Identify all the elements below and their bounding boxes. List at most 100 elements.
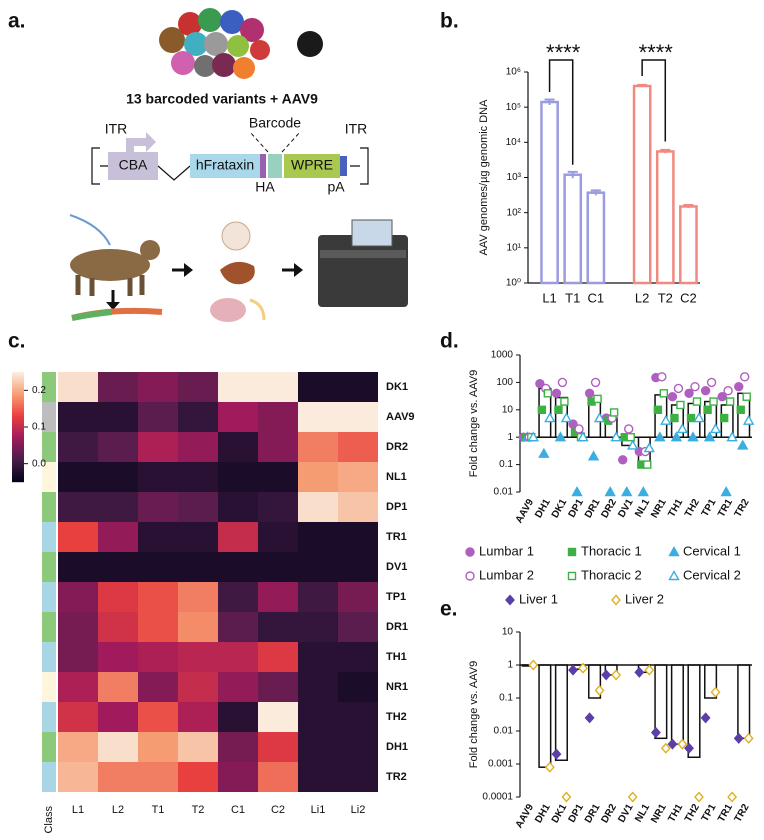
column-label: L2 [112,804,124,816]
x-tick-label: L1 [542,290,556,305]
heat-cell [298,702,338,732]
heat-cell [138,672,178,702]
column-label: T1 [152,804,165,816]
point [557,377,568,388]
heat-cell [338,582,378,612]
heat-cell [258,732,298,762]
x-tick-label: DK1 [550,497,570,520]
heat-cell [338,702,378,732]
x-tick-label: DR2 [599,497,619,520]
heat-cell [178,612,218,642]
heat-cell [138,702,178,732]
x-tick-label: TR2 [733,497,752,519]
error-bar [660,148,671,154]
colorbar-step [12,426,24,429]
colorbar-step [12,390,24,393]
heat-cell [58,432,98,462]
colorbar-step [12,418,24,421]
point [700,385,711,396]
point [551,388,562,399]
point [554,405,563,414]
legend-label: Liver 2 [625,591,664,606]
heat-cell [138,642,178,672]
colorbar-step [12,408,24,411]
point [568,664,578,676]
point [727,791,738,803]
point [670,413,679,423]
heat-cell [258,552,298,582]
heat-cell [178,732,218,762]
heat-cell [98,612,138,642]
error-bar [567,170,578,179]
colorbar-step [12,406,24,409]
heat-cell [258,492,298,522]
x-tick-label: NR1 [649,497,669,520]
heat-cell [298,522,338,552]
heat-cell [178,372,218,402]
point [743,732,754,744]
y-tick-label: 1 [507,660,513,671]
heat-cell [58,372,98,402]
heat-cell [298,552,338,582]
heat-cell [338,402,378,432]
point [561,791,572,803]
heat-cell [138,432,178,462]
point [465,571,475,581]
point [527,431,539,442]
heat-cell [218,462,258,492]
y-tick-label: 0.1 [499,459,513,470]
heat-cell [298,672,338,702]
colorbar-step [12,464,24,467]
colorbar-step [12,460,24,463]
point [684,742,694,754]
point [626,439,639,450]
y-tick-label: 0.0001 [482,792,513,803]
heat-cell [138,462,178,492]
heat-cell [258,432,298,462]
point [543,389,553,398]
legend-label: Cervical 2 [683,567,741,582]
point [668,570,680,581]
construct-label: pA [327,179,345,195]
x-tick-label: TR1 [716,497,735,519]
colorbar-step [12,382,24,385]
bar [632,84,652,285]
heat-cell [338,612,378,642]
row-label: NL1 [386,471,407,483]
heat-cell [258,462,298,492]
point [577,431,589,442]
point [692,397,702,406]
colorbar-step [12,410,24,413]
point [734,381,744,392]
class-cell [42,552,56,582]
class-cell [42,582,56,612]
colorbar-step [12,432,24,435]
row-label: NR1 [386,681,408,693]
colorbar-step [12,394,24,397]
heat-cell [218,672,258,702]
heat-cell [178,762,218,792]
heat-cell [258,702,298,732]
point [709,397,718,406]
panel-label: b. [440,10,459,33]
colorbar-step [12,424,24,427]
colorbar-step [12,386,24,389]
heat-cell [218,612,258,642]
bar [737,664,751,740]
y-tick-label: 10 [502,627,514,638]
row-label: TP1 [386,591,406,603]
colorbar-step [12,436,24,439]
point [644,664,655,676]
legend-label: Lumbar 2 [479,567,534,582]
point [584,712,595,724]
heat-cell [338,672,378,702]
point [544,412,556,423]
point [587,450,600,461]
heat-cell [58,672,98,702]
y-axis-title: Fold change vs. AAV9 [468,370,480,477]
point [736,405,745,414]
construct-label: ITR [105,121,128,137]
y-tick-label: 0.01 [494,726,514,737]
heat-cell [258,612,298,642]
colorbar-step [12,420,24,423]
